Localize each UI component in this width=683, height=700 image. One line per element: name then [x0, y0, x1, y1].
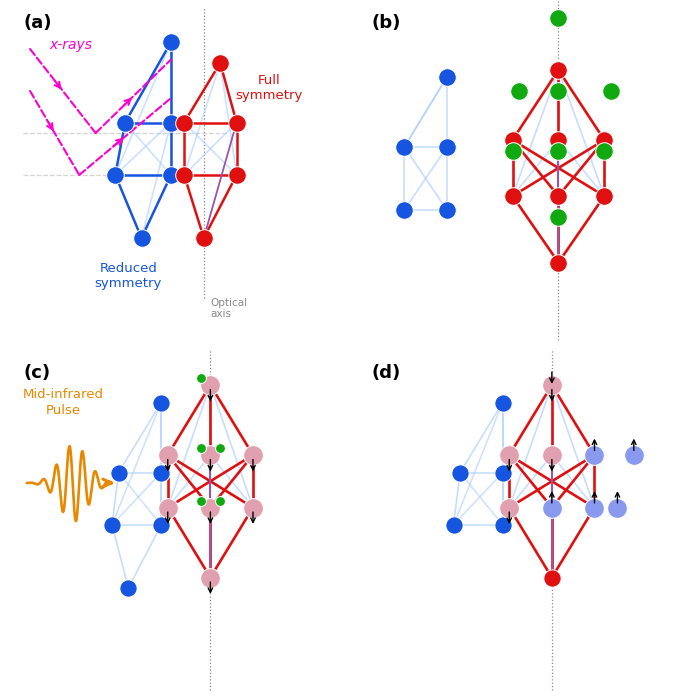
Point [198, 232, 209, 244]
Point [231, 117, 242, 128]
Point [599, 145, 610, 156]
Point [599, 190, 610, 202]
Point [195, 372, 206, 384]
Point [546, 449, 557, 461]
Point [455, 467, 466, 478]
Text: (d): (d) [372, 364, 401, 382]
Point [546, 379, 557, 391]
Point [441, 204, 452, 216]
Point [165, 117, 176, 128]
Point [497, 397, 508, 408]
Point [214, 495, 225, 506]
Point [247, 502, 258, 513]
Point [163, 502, 173, 513]
Point [546, 572, 557, 583]
Point [589, 449, 600, 461]
Point [163, 449, 173, 461]
Point [507, 145, 518, 156]
Point [553, 64, 564, 76]
Point [504, 449, 515, 461]
Point [605, 85, 616, 97]
Point [214, 57, 225, 69]
Point [113, 467, 124, 478]
Point [247, 502, 258, 513]
Text: (a): (a) [23, 14, 52, 32]
Point [179, 117, 190, 128]
Point [546, 379, 557, 391]
Point [179, 169, 190, 181]
Point [205, 572, 216, 583]
Text: Mid-infrared
Pulse: Mid-infrared Pulse [23, 389, 103, 416]
Point [399, 204, 410, 216]
Point [399, 141, 410, 153]
Point [589, 502, 600, 513]
Point [156, 467, 167, 478]
Point [553, 12, 564, 23]
Point [497, 519, 508, 531]
Point [441, 141, 452, 153]
Point [136, 232, 147, 244]
Point [546, 502, 557, 513]
Point [123, 582, 134, 594]
Point [553, 85, 564, 97]
Point [247, 449, 258, 461]
Point [553, 145, 564, 156]
Text: x-rays: x-rays [50, 38, 93, 52]
Text: Reduced
symmetry: Reduced symmetry [95, 262, 162, 290]
Point [612, 502, 623, 513]
Point [205, 449, 216, 461]
Point [504, 449, 515, 461]
Point [546, 502, 557, 513]
Point [514, 85, 525, 97]
Point [507, 134, 518, 146]
Point [553, 211, 564, 223]
Point [553, 134, 564, 146]
Point [205, 572, 216, 583]
Point [156, 519, 167, 531]
Point [599, 134, 610, 146]
Point [553, 257, 564, 268]
Point [214, 442, 225, 454]
Point [195, 442, 206, 454]
Point [156, 397, 167, 408]
Text: (b): (b) [372, 14, 401, 32]
Point [231, 169, 242, 181]
Point [589, 502, 600, 513]
Point [628, 449, 639, 461]
Point [247, 449, 258, 461]
Point [165, 169, 176, 181]
Point [546, 449, 557, 461]
Point [107, 519, 117, 531]
Point [553, 190, 564, 202]
Point [589, 449, 600, 461]
Point [110, 169, 121, 181]
Point [504, 502, 515, 513]
Point [497, 467, 508, 478]
Point [441, 71, 452, 83]
Point [205, 502, 216, 513]
Point [205, 502, 216, 513]
Text: Full
symmetry: Full symmetry [236, 74, 303, 102]
Point [163, 502, 173, 513]
Point [504, 502, 515, 513]
Point [120, 117, 130, 128]
Point [195, 495, 206, 506]
Point [165, 36, 176, 48]
Point [507, 190, 518, 202]
Point [205, 379, 216, 391]
Point [205, 379, 216, 391]
Text: (c): (c) [23, 364, 51, 382]
Point [163, 449, 173, 461]
Point [448, 519, 459, 531]
Point [205, 449, 216, 461]
Text: Optical
axis: Optical axis [210, 298, 247, 319]
